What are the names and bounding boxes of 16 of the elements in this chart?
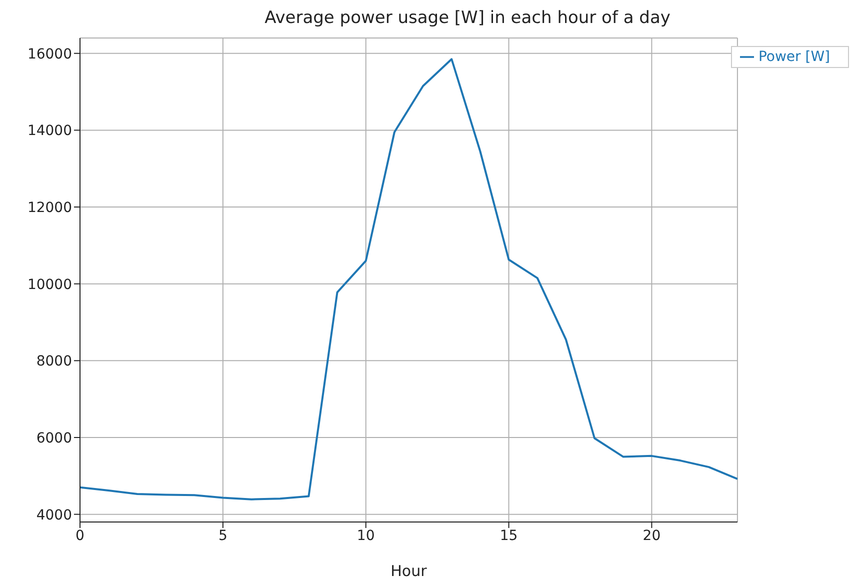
x-tick-label: 0 xyxy=(76,528,84,544)
x-tick-label: 5 xyxy=(218,528,228,544)
y-tick-label: 16000 xyxy=(27,46,72,62)
x-axis-title: Hour xyxy=(390,562,428,578)
y-tick-label: 6000 xyxy=(36,430,72,446)
x-tick-label: 15 xyxy=(500,528,518,544)
line-series xyxy=(80,58,738,500)
y-tick-label: 12000 xyxy=(27,200,72,216)
x-tick-label: 10 xyxy=(356,528,375,544)
y-tick-label: 14000 xyxy=(27,123,72,140)
legend-label: Power [W] xyxy=(758,49,830,65)
y-tick-label: 8000 xyxy=(36,354,72,370)
y-tick-label: 4000 xyxy=(36,507,72,524)
chart-title: Average power usage [W] in each hour of a day xyxy=(264,8,672,28)
y-tick-label: 10000 xyxy=(27,276,72,293)
x-tick-label: 20 xyxy=(642,528,661,544)
